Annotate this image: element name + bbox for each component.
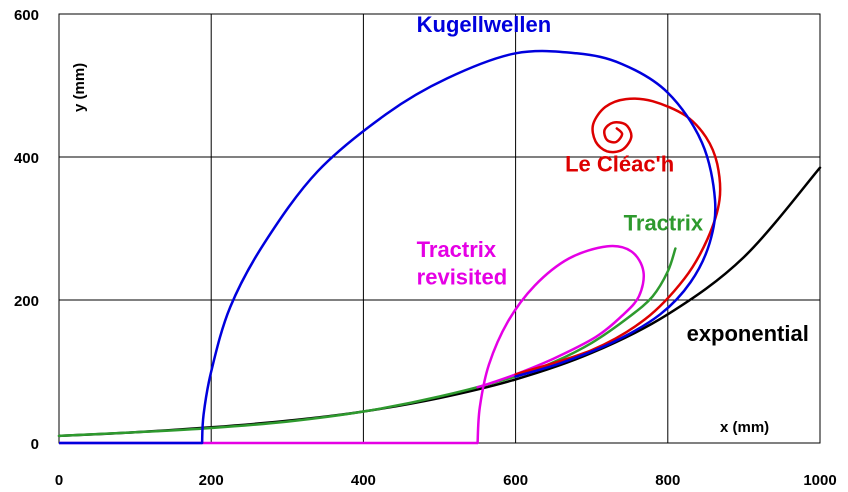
series-line-kugellwellen bbox=[200, 49, 717, 445]
annotation-tractrix: Tractrix bbox=[624, 211, 704, 236]
annotation-exponential: exponential bbox=[687, 321, 809, 346]
x-axis-label: x (mm) bbox=[720, 419, 769, 436]
x-tick-label: 1000 bbox=[803, 472, 836, 489]
y-tick-label: 400 bbox=[14, 150, 39, 167]
series-line-tractrix-revisited bbox=[476, 244, 645, 445]
plot-frame bbox=[58, 13, 821, 444]
x-tick-label: 400 bbox=[351, 472, 376, 489]
x-tick-label: 0 bbox=[55, 472, 63, 489]
y-tick-label: 600 bbox=[14, 7, 39, 24]
x-tick-label: 200 bbox=[199, 472, 224, 489]
y-axis-label: y (mm) bbox=[71, 63, 88, 112]
x-tick-label: 600 bbox=[503, 472, 528, 489]
y-tick-label: 200 bbox=[14, 293, 39, 310]
tick-labels: 0 200 400 600 800 1000 0 200 400 600 bbox=[14, 7, 837, 489]
series-group bbox=[57, 49, 822, 445]
y-tick-label: 0 bbox=[31, 436, 39, 453]
series-line-tractrix bbox=[57, 247, 677, 438]
x-tick-label: 800 bbox=[655, 472, 680, 489]
annotation-kugellwellen: Kugellwellen bbox=[417, 12, 551, 37]
annotation-revisited: revisited bbox=[417, 264, 508, 289]
annotation-tractrix: Tractrix bbox=[417, 237, 497, 262]
series-line-le-cl-ac-h bbox=[514, 97, 722, 376]
annotation-le-cl-ac-h: Le Cléac'h bbox=[565, 151, 674, 176]
grid bbox=[58, 13, 821, 444]
